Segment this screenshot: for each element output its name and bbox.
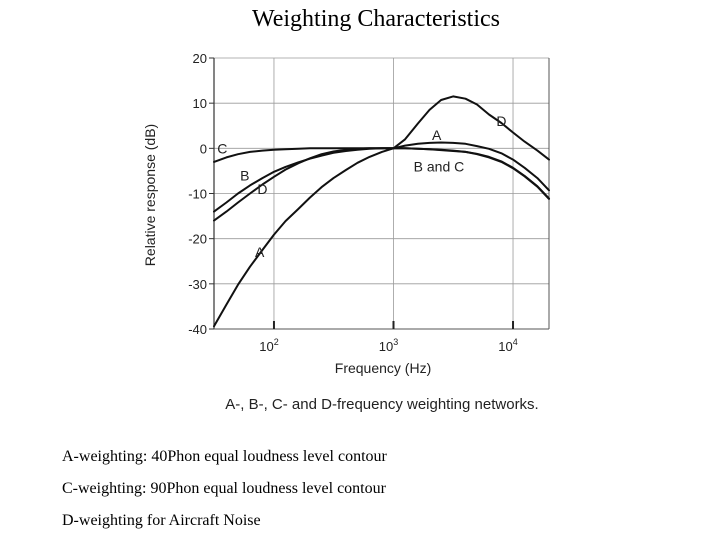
series-layer bbox=[213, 95, 550, 328]
note-c-weighting: C-weighting: 90Phon equal loudness level… bbox=[62, 480, 386, 497]
note-d-weighting: D-weighting for Aircraft Noise bbox=[62, 512, 261, 529]
y-tick-label--10: -10 bbox=[188, 187, 207, 202]
y-tick-label--40: -40 bbox=[188, 322, 207, 337]
y-tick-label-10: 10 bbox=[193, 96, 207, 111]
y-axis-label: Relative response (dB) bbox=[142, 124, 158, 266]
curve-label-b-and-c-6: B and C bbox=[414, 158, 465, 174]
axes-layer: 20 10 0 -10 -20 -30 -40 102 103 104 bbox=[188, 51, 550, 354]
x-tick-label-1000: 103 bbox=[379, 337, 398, 354]
x-tick-label-10000: 104 bbox=[498, 337, 517, 354]
curve-b-weighting bbox=[213, 147, 550, 213]
y-tick-label-0: 0 bbox=[200, 141, 207, 156]
curve-d-weighting bbox=[213, 95, 550, 222]
curve-label-a-4: A bbox=[432, 127, 442, 143]
y-tick-label-20: 20 bbox=[193, 51, 207, 66]
curve-label-d-5: D bbox=[496, 113, 506, 129]
curve-label-b-1: B bbox=[240, 167, 249, 183]
curve-label-c-0: C bbox=[217, 140, 227, 156]
y-tick-label--20: -20 bbox=[188, 232, 207, 247]
note-a-weighting: A-weighting: 40Phon equal loudness level… bbox=[62, 448, 387, 465]
x-tick-label-100: 102 bbox=[259, 337, 278, 354]
curve-label-d-2: D bbox=[257, 181, 267, 197]
y-tick-label--30: -30 bbox=[188, 277, 207, 292]
x-axis-label: Frequency (Hz) bbox=[335, 360, 431, 376]
curve-label-a-3: A bbox=[255, 244, 265, 260]
page-title: Weighting Characteristics bbox=[252, 6, 500, 32]
curve-a-weighting bbox=[213, 141, 550, 328]
chart-caption: A-, B-, C- and D-frequency weighting net… bbox=[225, 396, 538, 413]
